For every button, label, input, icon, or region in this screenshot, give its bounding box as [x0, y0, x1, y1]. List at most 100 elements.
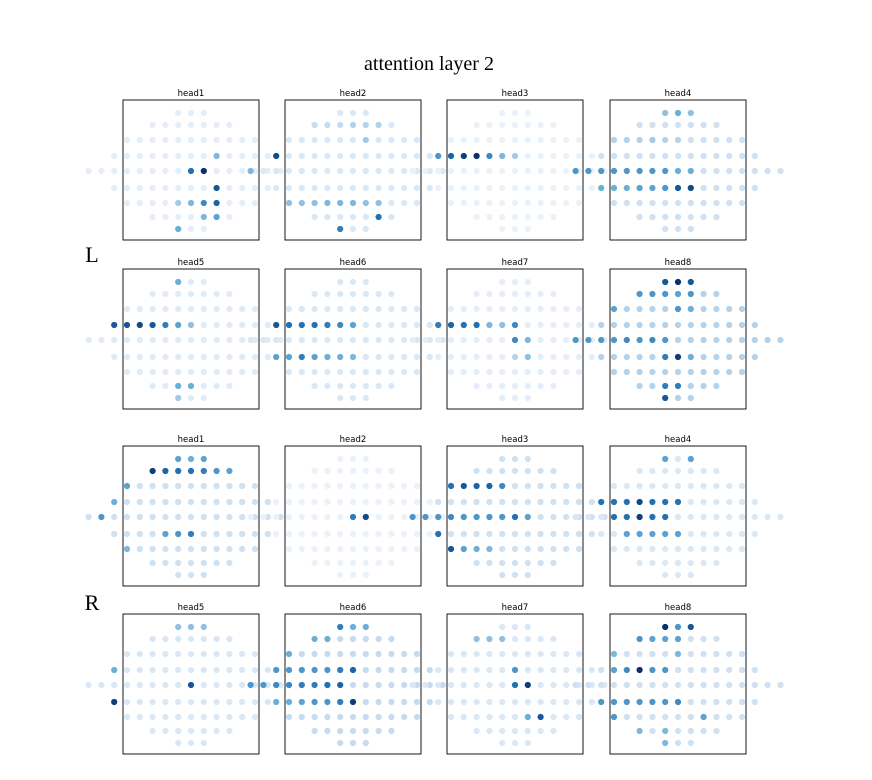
electrode-point — [401, 666, 408, 674]
electrode-point — [239, 184, 246, 192]
electrode-point — [337, 382, 344, 390]
electrode-point — [636, 482, 643, 490]
electrode-point — [375, 184, 382, 192]
electrode-point — [623, 545, 630, 553]
electrode-point — [764, 336, 771, 344]
electrode-point — [447, 167, 455, 175]
electrode-point — [550, 167, 557, 175]
electrode-point — [598, 336, 605, 344]
electrode-point — [200, 394, 207, 402]
electrode-point — [239, 199, 246, 207]
electrode-point — [563, 305, 570, 313]
electrode-point — [563, 336, 570, 344]
electrode-point — [537, 136, 544, 144]
electrode-point — [298, 698, 305, 706]
electrode-point — [375, 353, 382, 361]
electrode-point — [524, 290, 531, 298]
electrode-point — [175, 278, 182, 286]
electrode-point — [337, 467, 344, 475]
electrode-point — [311, 713, 318, 721]
electrode-point — [460, 698, 467, 706]
electrode-point — [349, 698, 357, 706]
electrode-point — [499, 635, 506, 643]
electrode-point — [162, 513, 169, 521]
electrode-point — [726, 136, 733, 144]
electrode-point — [473, 213, 480, 221]
electrode-point — [674, 545, 682, 553]
electrode-point — [473, 290, 480, 298]
electrode-point — [460, 305, 467, 313]
electrode-point — [511, 109, 519, 117]
electrode-point — [499, 623, 506, 631]
electrode-point — [674, 382, 682, 390]
electrode-point — [239, 368, 246, 376]
electrode-point — [636, 559, 643, 567]
electrode-point — [388, 184, 395, 192]
electrode-point — [777, 336, 784, 344]
electrode-point — [623, 305, 630, 313]
electrode-point — [298, 530, 305, 538]
electrode-point — [649, 121, 656, 129]
head-panel: head7 — [409, 603, 621, 755]
electrode-point — [524, 713, 531, 721]
electrode-point — [273, 353, 280, 361]
electrode-point — [349, 278, 357, 286]
electrode-point — [524, 213, 531, 221]
electrode-point — [649, 167, 656, 175]
electrode-point — [213, 545, 220, 553]
electrode-point — [111, 321, 118, 329]
electrode-point — [111, 530, 118, 538]
electrode-point — [473, 199, 480, 207]
electrode-point — [687, 321, 694, 329]
electrode-point — [175, 698, 182, 706]
electrode-point — [511, 199, 519, 207]
electrode-point — [311, 136, 318, 144]
electrode-point — [362, 167, 369, 175]
electrode-point — [439, 513, 446, 521]
electrode-point — [285, 698, 293, 706]
electrode-point — [401, 321, 408, 329]
electrode-point — [713, 467, 720, 475]
electrode-point — [700, 681, 707, 689]
electrode-point — [175, 394, 182, 402]
electrode-point — [511, 571, 519, 579]
electrode-point — [200, 336, 207, 344]
electrode-point — [149, 184, 156, 192]
electrode-point — [136, 167, 143, 175]
electrode-point — [713, 368, 720, 376]
electrode-point — [375, 666, 382, 674]
electrode-point — [162, 184, 169, 192]
electrode-point — [674, 121, 682, 129]
electrode-point — [401, 698, 408, 706]
electrode-point — [575, 136, 583, 144]
electrode-point — [486, 650, 493, 658]
electrode-point — [337, 698, 344, 706]
electrode-point — [511, 739, 519, 747]
electrode-point — [674, 571, 682, 579]
electrode-point — [486, 152, 493, 160]
electrode-point — [85, 167, 92, 175]
head-title: head5 — [178, 258, 205, 268]
electrode-point — [598, 321, 605, 329]
electrode-point — [486, 184, 493, 192]
electrode-point — [738, 482, 746, 490]
electrode-point — [486, 681, 493, 689]
electrode-point — [362, 681, 369, 689]
electrode-point — [375, 530, 382, 538]
electrode-point — [388, 213, 395, 221]
electrode-point — [85, 513, 92, 521]
electrode-point — [375, 513, 382, 521]
electrode-point — [247, 336, 254, 344]
electrode-point — [375, 321, 382, 329]
electrode-point — [662, 199, 669, 207]
electrode-point — [447, 136, 455, 144]
electrode-point — [98, 513, 105, 521]
electrode-point — [588, 321, 595, 329]
electrode-point — [662, 513, 669, 521]
electrode-point — [251, 321, 259, 329]
electrode-point — [687, 530, 694, 538]
electrode-point — [426, 353, 433, 361]
electrode-point — [511, 455, 519, 463]
electrode-point — [123, 167, 131, 175]
electrode-point — [401, 199, 408, 207]
